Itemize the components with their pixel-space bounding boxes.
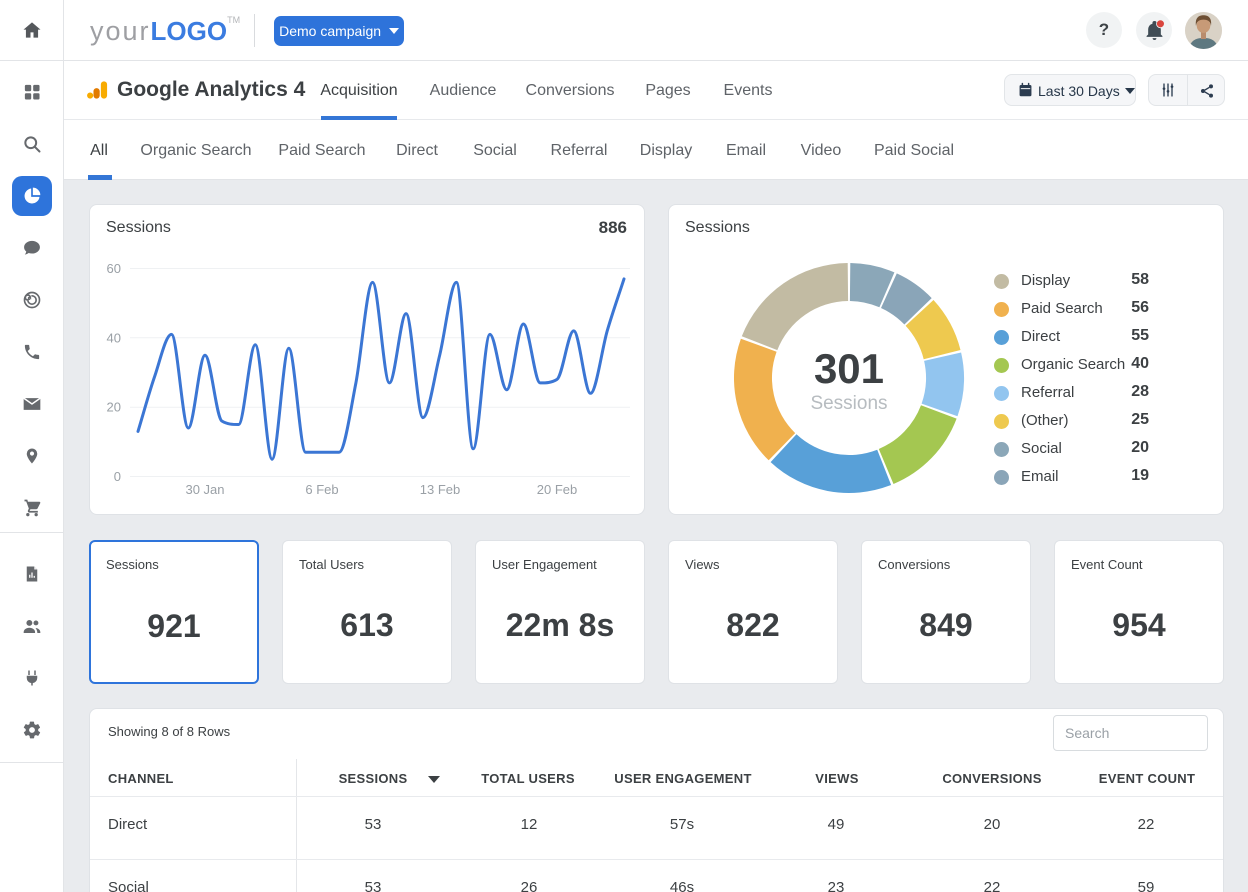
- svg-text:0: 0: [114, 469, 121, 484]
- svg-text:30 Jan: 30 Jan: [185, 482, 224, 497]
- svg-text:6 Feb: 6 Feb: [305, 482, 338, 497]
- svg-text:20 Feb: 20 Feb: [537, 482, 577, 497]
- svg-text:301: 301: [814, 345, 884, 392]
- svg-text:40: 40: [107, 330, 121, 345]
- svg-text:Sessions: Sessions: [810, 393, 887, 414]
- svg-text:60: 60: [107, 261, 121, 276]
- svg-text:13 Feb: 13 Feb: [420, 482, 460, 497]
- svg-text:20: 20: [107, 400, 121, 415]
